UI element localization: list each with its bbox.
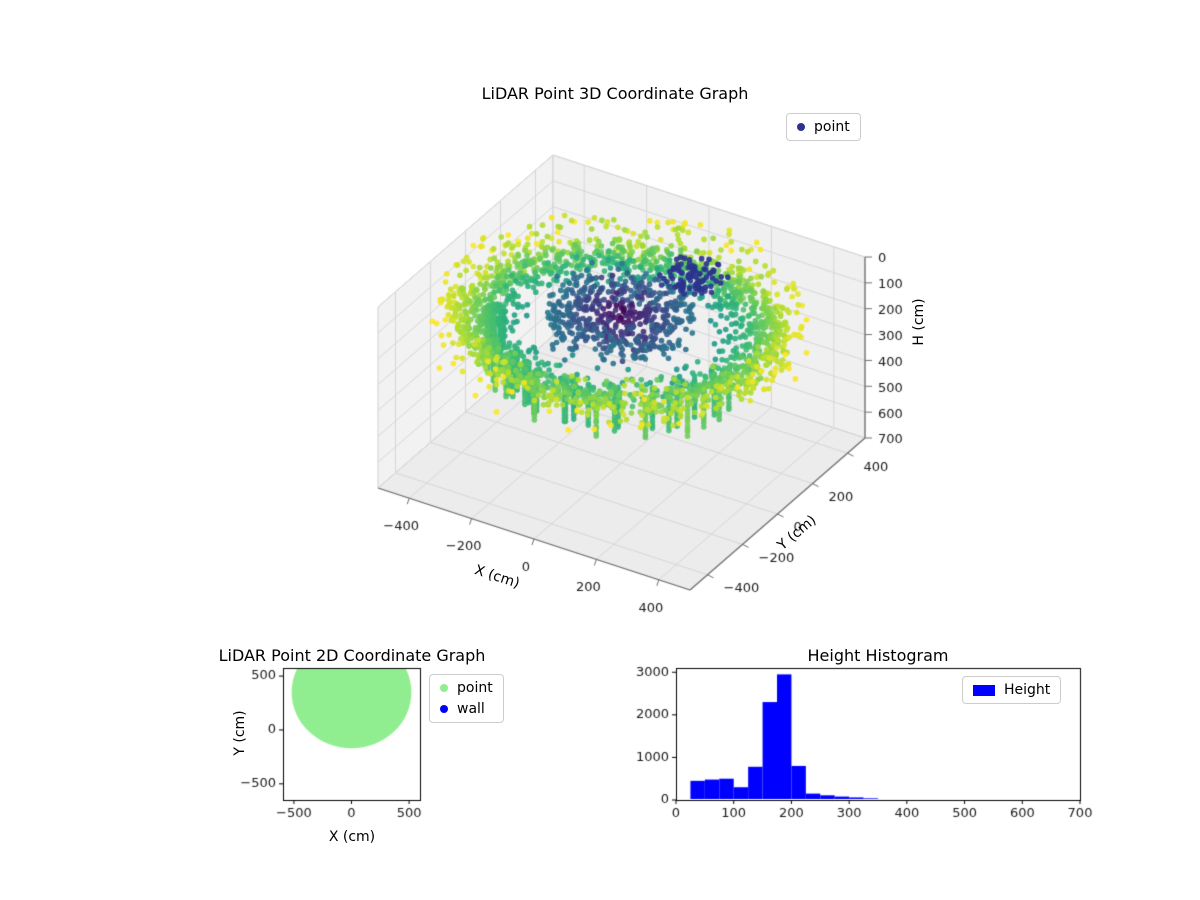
legend-label: wall (457, 701, 485, 717)
height-patch-icon (973, 684, 995, 696)
legend-item-wall: wall (440, 700, 493, 718)
plot3d-z-axis-label: H (cm) (911, 298, 927, 346)
legend-item-height: Height (973, 681, 1050, 699)
plot2d-x-axis-label: X (cm) (328, 829, 376, 845)
legend-label: point (457, 680, 493, 696)
legend-item-point: point (797, 118, 850, 136)
legend-label: Height (1004, 682, 1051, 698)
point-marker-icon (797, 123, 805, 131)
plot3d-legend: point (786, 113, 861, 141)
plot2d-legend: point wall (429, 674, 504, 723)
point-marker-icon (440, 684, 448, 692)
legend-item-point: point (440, 679, 493, 697)
legend-label: point (814, 119, 850, 135)
histogram-legend: Height (962, 676, 1062, 704)
histogram-title: Height Histogram (807, 646, 949, 665)
plot3d-title: LiDAR Point 3D Coordinate Graph (481, 84, 749, 103)
plot2d-y-axis-label: Y (cm) (232, 710, 248, 756)
wall-marker-icon (440, 705, 448, 713)
plot2d-title: LiDAR Point 2D Coordinate Graph (218, 646, 486, 665)
